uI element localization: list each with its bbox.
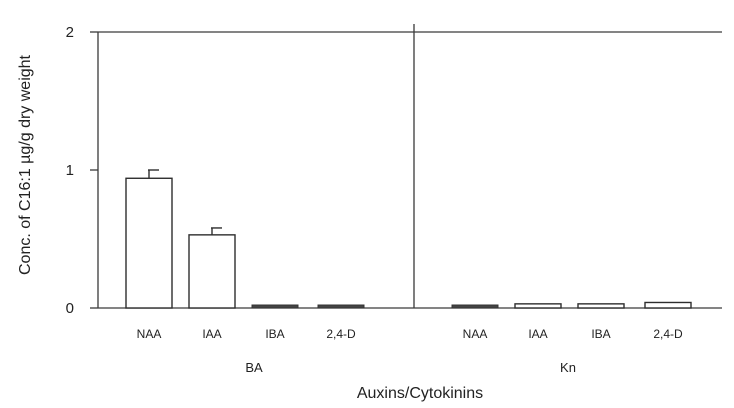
group-label: Kn xyxy=(560,360,576,375)
category-label: NAA xyxy=(137,327,162,341)
y-axis-title: Conc. of C16:1 µg/g dry weight xyxy=(17,54,34,275)
y-tick-label: 2 xyxy=(66,24,74,41)
y-tick-label: 0 xyxy=(66,300,74,317)
bar xyxy=(644,301,692,309)
bar xyxy=(125,177,173,309)
category-label: 2,4-D xyxy=(326,327,356,341)
category-label: IAA xyxy=(202,327,221,341)
bar xyxy=(317,304,365,309)
bar xyxy=(514,303,562,309)
bars xyxy=(125,169,692,309)
chart-frame xyxy=(90,24,722,309)
y-tick-label: 1 xyxy=(66,162,74,179)
bar xyxy=(577,303,625,309)
category-label: IAA xyxy=(528,327,547,341)
labels: 0 1 2 NAA IAA IBA 2,4-D BA NAA IAA IBA 2,4-D Kn xyxy=(66,24,683,375)
group-label: BA xyxy=(245,360,263,375)
category-label: IBA xyxy=(265,327,284,341)
bar xyxy=(251,304,299,309)
category-label: NAA xyxy=(463,327,488,341)
x-axis-title: Auxins/Cytokinins xyxy=(357,385,483,402)
bar xyxy=(451,304,499,309)
category-label: IBA xyxy=(591,327,610,341)
category-label: 2,4-D xyxy=(653,327,683,341)
bar xyxy=(188,234,236,309)
